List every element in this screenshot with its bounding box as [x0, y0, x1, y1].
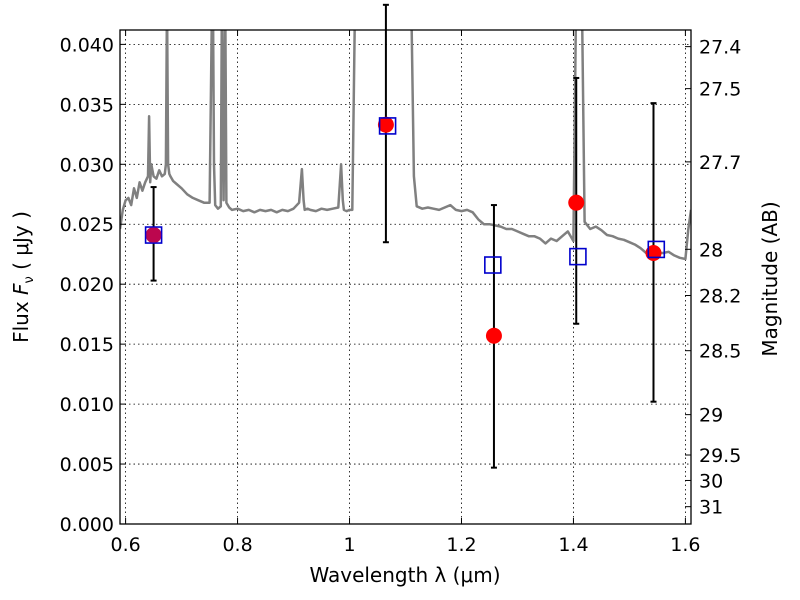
axis-ticks: 0.6 0.8 1 1.2 1.4 1.6 0.000 0.005 0.010 0.015 0.02…	[60, 30, 741, 556]
x-axis-title: Wavelength λ (μm)	[309, 563, 500, 587]
data-markers	[144, 116, 666, 344]
y-tick-label: 0.010	[60, 394, 114, 416]
model-point-square	[144, 226, 163, 244]
x-tick-label: 0.8	[222, 534, 252, 556]
overlap-point-circle	[145, 227, 162, 244]
mag-tick-label: 28.2	[699, 286, 741, 308]
y-axis-title: Flux Fν ( μJy )	[9, 211, 37, 343]
mag-tick-label: 29.5	[699, 445, 741, 467]
model-point-square	[569, 247, 587, 266]
model-spectrum-line	[120, 30, 691, 261]
grid	[120, 30, 691, 525]
model-point-square	[378, 117, 397, 135]
plot-frame	[119, 29, 692, 525]
y-tick-label: 0.000	[60, 514, 114, 536]
x-tick-label: 1.4	[558, 534, 588, 556]
mag-tick-label: 27.4	[699, 37, 741, 59]
x-tick-label: 1.6	[670, 534, 700, 556]
mag-tick-label: 31	[699, 497, 723, 519]
mag-tick-label: 27.5	[699, 79, 741, 101]
y2-axis-title: Magnitude (AB)	[758, 201, 782, 356]
y-tick-label: 0.005	[60, 454, 114, 476]
y-tick-label: 0.040	[60, 34, 114, 56]
model-point-square	[647, 240, 666, 259]
y-tick-label: 0.030	[60, 154, 114, 176]
flux-point-circle	[145, 227, 162, 244]
mag-tick-label: 30	[699, 470, 723, 492]
x-tick-label: 1.2	[446, 534, 476, 556]
x-tick-label: 0.6	[110, 534, 140, 556]
mag-tick-label: 29	[699, 405, 723, 427]
mag-tick-label: 27.7	[699, 152, 741, 174]
y-tick-label: 0.015	[60, 334, 114, 356]
x-tick-label: 1	[343, 534, 355, 556]
model-point-square	[484, 256, 502, 274]
model-spectrum	[120, 30, 691, 261]
mag-tick-label: 28	[699, 239, 723, 261]
mag-tick-label: 28.5	[699, 341, 741, 363]
flux-point-circle	[568, 194, 585, 211]
y-tick-label: 0.020	[60, 274, 114, 296]
y-tick-label: 0.035	[60, 94, 114, 116]
flux-point-circle	[377, 116, 394, 133]
y-tick-label: 0.025	[60, 214, 114, 236]
flux-point-circle	[485, 327, 502, 344]
